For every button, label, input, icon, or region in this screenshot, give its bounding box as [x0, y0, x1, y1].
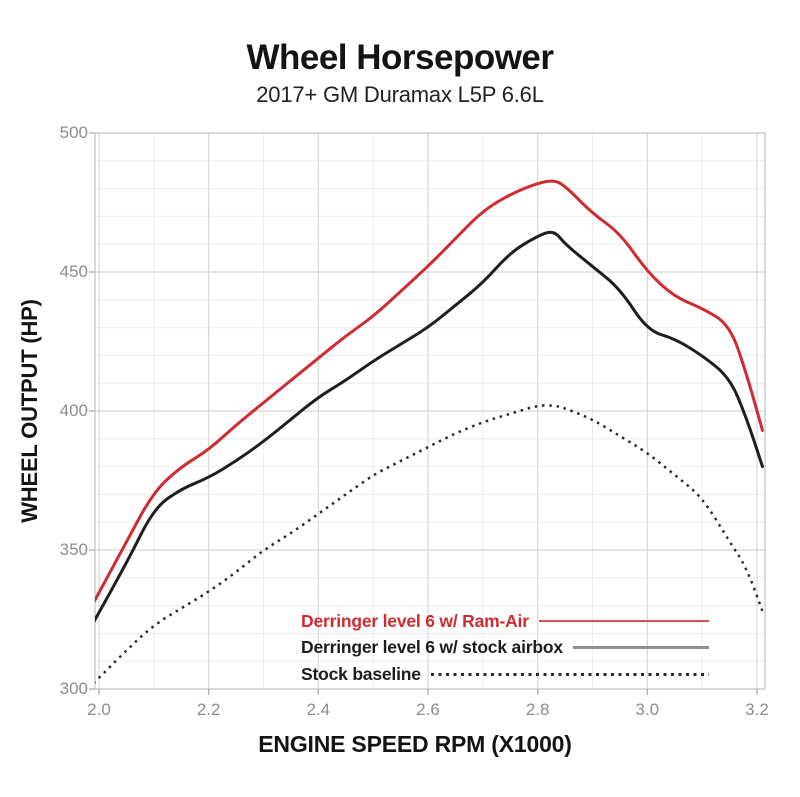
legend: Derringer level 6 w/ Ram-Air Derringer l… — [301, 608, 709, 688]
x-axis-title: ENGINE SPEED RPM (X1000) — [258, 731, 572, 757]
x-tick-label: 3.2 — [745, 700, 769, 719]
y-tick-label: 450 — [59, 262, 88, 281]
x-tick-label: 2.6 — [416, 700, 440, 719]
legend-label-ram-air: Derringer level 6 w/ Ram-Air — [301, 610, 529, 631]
curve-ram-air — [95, 179, 764, 604]
x-tick-label: 2.8 — [525, 700, 550, 719]
y-tick-label: 300 — [59, 679, 88, 698]
legend-row-stock-airbox: Derringer level 6 w/ stock airbox — [301, 635, 709, 662]
x-tick-label: 2.2 — [196, 700, 221, 719]
chart-title: Wheel Horsepower — [246, 38, 554, 77]
legend-label-stock-airbox: Derringer level 6 w/ stock airbox — [301, 637, 563, 658]
x-tick-label: 3.0 — [635, 700, 660, 719]
y-tick-label: 350 — [59, 540, 88, 559]
legend-line-swatch-red — [538, 620, 709, 623]
curve-stock-airbox — [95, 230, 764, 623]
x-tick-label: 2.4 — [306, 700, 331, 719]
legend-label-stock-baseline: Stock baseline — [301, 663, 421, 684]
y-tick-label: 400 — [59, 401, 88, 420]
x-tick-label: 2.0 — [87, 700, 111, 719]
chart-subtitle: 2017+ GM Duramax L5P 6.6L — [256, 82, 544, 107]
y-tick-label: 500 — [59, 123, 88, 142]
legend-row-ram-air: Derringer level 6 w/ Ram-Air — [301, 608, 709, 635]
legend-line-swatch-gray — [572, 646, 709, 650]
legend-line-swatch-dotted — [430, 672, 709, 676]
legend-row-stock-baseline: Stock baseline — [301, 661, 709, 688]
